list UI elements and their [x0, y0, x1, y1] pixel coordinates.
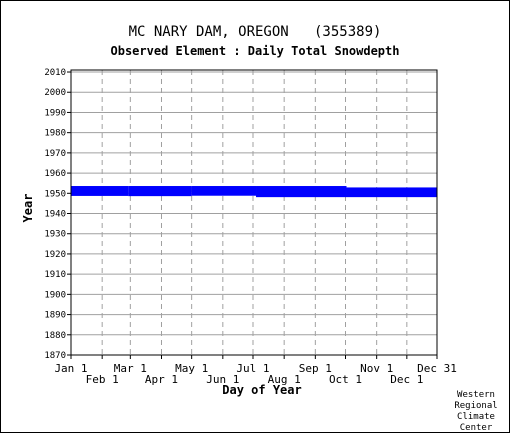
y-tick-label: 2000: [44, 88, 66, 98]
chart-subtitle: Observed Element : Daily Total Snowdepth: [110, 44, 400, 58]
grid-lines: [70, 70, 438, 356]
chart-title: MC NARY DAM, OREGON (355389): [128, 24, 382, 40]
x-tick-label: Jan 1: [54, 362, 87, 375]
credit-line: Western: [457, 390, 495, 400]
x-tick-label: Nov 1: [360, 362, 393, 375]
x-tick-label: Dec 1: [390, 373, 423, 386]
x-tick-label: May 1: [175, 362, 208, 375]
wrcc-credit: Western Regional Climate Center: [452, 390, 500, 434]
coverage-bar: [256, 186, 347, 198]
y-tick-label: 1910: [44, 270, 66, 280]
x-tick-label: Sep 1: [299, 362, 332, 375]
x-tick-label: Apr 1: [145, 373, 178, 386]
x-tick-label: Jun 1: [206, 373, 239, 386]
y-tick-label: 1890: [44, 311, 66, 321]
y-tick-label: 1930: [44, 230, 66, 240]
coverage-bar: [128, 186, 192, 197]
x-tick-labels: Jan 1 Mar 1 May 1 Jul 1 Sep 1 Nov 1 Dec 31 Feb …: [54, 355, 457, 386]
y-tick-label: 2010: [44, 68, 66, 78]
coverage-bars: [71, 186, 437, 198]
coverage-bar: [71, 186, 129, 196]
coverage-bar: [346, 187, 437, 198]
y-tick-label: 1870: [44, 351, 66, 361]
x-tick-label: Dec 31: [417, 362, 457, 375]
x-tick-label: Oct 1: [329, 373, 362, 386]
x-tick-label: Jul 1: [236, 362, 269, 375]
y-axis-label: Year: [21, 194, 35, 223]
y-tick-label: 1970: [44, 149, 66, 159]
y-tick-label: 1960: [44, 169, 66, 179]
y-tick-label: 1990: [44, 108, 66, 118]
y-tick-label: 1920: [44, 250, 66, 260]
credit-line: Climate: [457, 412, 495, 422]
y-tick-label: 1900: [44, 290, 66, 300]
x-tick-label: Aug 1: [268, 373, 301, 386]
y-tick-label: 1880: [44, 331, 66, 341]
y-tick-label: 1980: [44, 129, 66, 139]
credit-line: Regional: [454, 401, 498, 411]
x-tick-label: Mar 1: [114, 362, 147, 375]
coverage-bar: [191, 186, 257, 196]
y-tick-labels: 1870 1880 1890 1900 1910 1920 1930 1940 1950 1960…: [44, 68, 71, 361]
x-tick-label: Feb 1: [86, 373, 119, 386]
y-tick-label: 1940: [44, 210, 66, 220]
credit-line: Center: [459, 423, 493, 433]
y-tick-label: 1950: [44, 189, 66, 199]
plot-area-border: [70, 69, 438, 356]
x-axis-label: Day of Year: [222, 383, 301, 397]
